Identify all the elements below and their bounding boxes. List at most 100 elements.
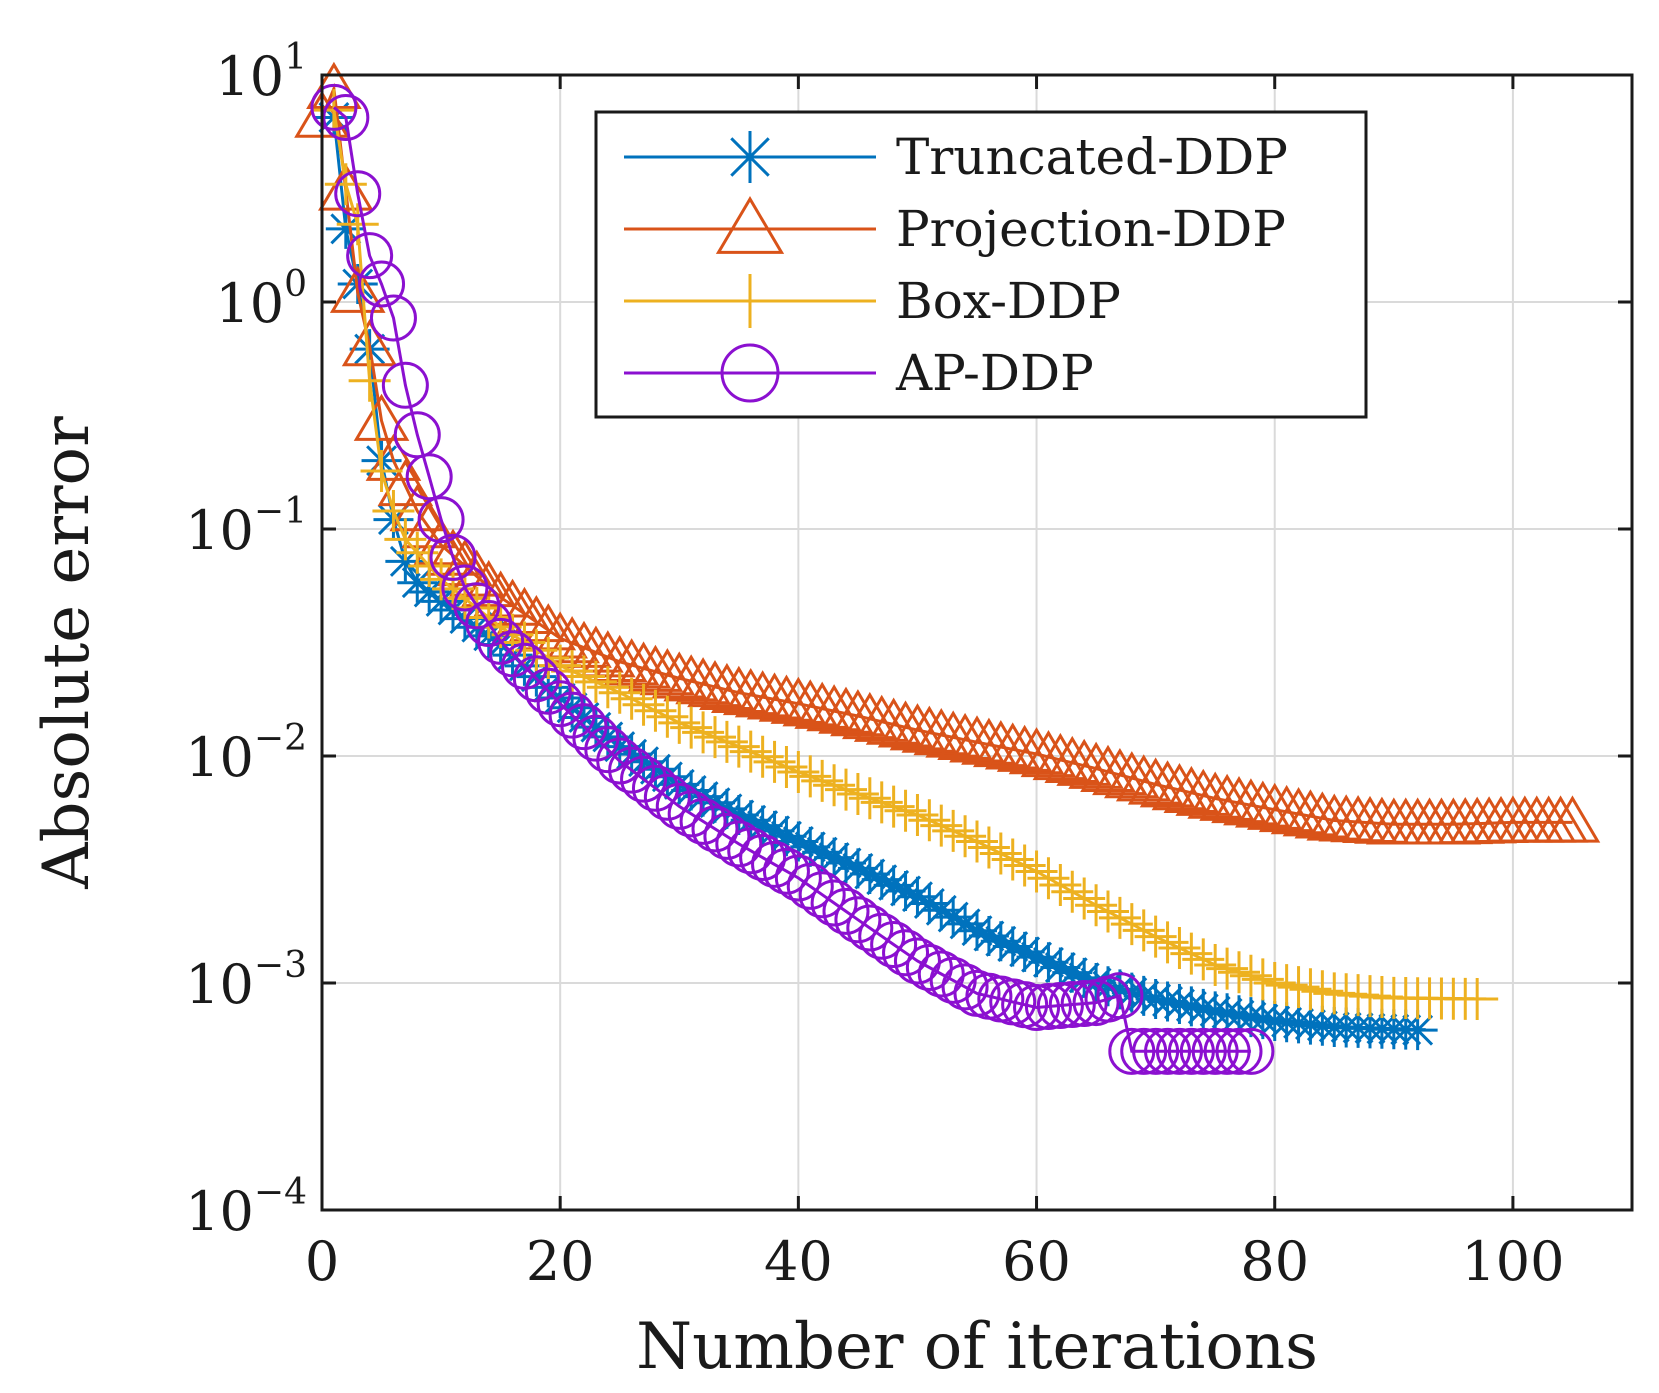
- data-point: [312, 89, 355, 132]
- data-point: [635, 749, 676, 790]
- data-point: [1039, 863, 1082, 906]
- data-point: [941, 963, 989, 1011]
- legend-marker: [723, 274, 777, 328]
- data-point: [1096, 972, 1144, 1020]
- data-point: [834, 896, 882, 944]
- data-point: [703, 812, 751, 860]
- data-point: [762, 847, 810, 895]
- data-point: [503, 621, 546, 664]
- data-point: [753, 740, 796, 783]
- data-point: [774, 854, 822, 902]
- data-point: [1253, 962, 1296, 1004]
- data-point: [905, 943, 953, 991]
- data-point: [1040, 947, 1081, 988]
- data-point: [865, 697, 922, 745]
- data-point: [512, 655, 560, 703]
- data-point: [802, 832, 843, 873]
- data-point: [1456, 978, 1499, 1021]
- data-point: [873, 865, 914, 906]
- data-point: [765, 745, 808, 788]
- data-point: [385, 541, 426, 582]
- data-point: [611, 734, 652, 775]
- plot-frame: [320, 73, 1634, 1212]
- data-point: [1087, 890, 1129, 933]
- data-point: [1064, 957, 1105, 998]
- data-point: [467, 596, 510, 639]
- data-point: [991, 838, 1034, 881]
- data-point: [317, 163, 374, 211]
- data-point: [1151, 763, 1208, 811]
- data-point: [1135, 979, 1176, 1020]
- y-tick-label: 10−3: [185, 945, 307, 1016]
- series-ap-ddp: [310, 83, 1275, 1075]
- legend-label: Box-DDP: [896, 272, 1121, 330]
- data-point: [389, 484, 446, 532]
- data-point: [646, 695, 689, 738]
- y-tick-exponent: 0: [284, 264, 307, 305]
- data-point: [1159, 983, 1200, 1024]
- x-tick-label: 0: [305, 1230, 339, 1293]
- data-point: [381, 361, 429, 409]
- data-point: [908, 799, 951, 842]
- data-point: [651, 651, 708, 699]
- data-point: [825, 768, 867, 811]
- y-tick-base: 10: [215, 272, 284, 335]
- data-point: [655, 782, 703, 830]
- legend-label: Truncated-DDP: [896, 128, 1288, 186]
- data-point: [1122, 909, 1165, 952]
- data-point: [1016, 937, 1057, 978]
- data-point: [826, 842, 866, 883]
- y-tick-label: 10−2: [185, 718, 307, 789]
- data-point: [1015, 850, 1058, 893]
- data-point: [647, 756, 688, 797]
- data-point: [853, 694, 910, 742]
- data-point: [742, 805, 783, 846]
- data-point: [429, 533, 477, 581]
- y-tick-exponent: 1: [284, 37, 307, 78]
- data-point: [1227, 1027, 1275, 1075]
- data-point: [1171, 986, 1212, 1027]
- data-point: [945, 903, 986, 944]
- y-axis-title: Absolute error: [30, 416, 104, 890]
- data-point: [751, 840, 799, 888]
- data-point: [639, 648, 696, 696]
- data-point: [801, 759, 844, 802]
- y-tick-exponent: −1: [254, 491, 307, 532]
- data-point: [778, 821, 819, 862]
- y-tick-base: 10: [185, 1180, 254, 1243]
- data-point: [409, 572, 450, 613]
- legend-entry: AP-DDP: [624, 343, 1094, 403]
- data-point: [1044, 735, 1101, 784]
- y-tick-base: 10: [185, 499, 254, 562]
- data-point: [623, 741, 664, 782]
- data-point: [1063, 877, 1106, 920]
- data-point: [729, 730, 772, 773]
- data-point: [967, 826, 1010, 869]
- data-point: [841, 691, 898, 740]
- data-point: [563, 655, 605, 698]
- data-point: [574, 660, 617, 703]
- data-point: [858, 912, 906, 960]
- data-point: [1036, 982, 1084, 1030]
- data-point: [1195, 991, 1236, 1032]
- data-point: [921, 890, 962, 931]
- data-point: [465, 600, 513, 648]
- data-point: [848, 777, 891, 820]
- data-point: [944, 815, 987, 858]
- data-point: [694, 716, 736, 759]
- data-point: [643, 773, 691, 821]
- data-point: [1207, 993, 1248, 1034]
- data-point: [920, 804, 963, 847]
- data-point: [1110, 903, 1153, 946]
- legend-box: [594, 110, 1368, 419]
- data-point: [917, 950, 965, 998]
- data-point: [1032, 732, 1089, 781]
- y-tick-base: 10: [215, 45, 284, 108]
- data-point: [1179, 1027, 1227, 1075]
- data-point: [322, 93, 370, 141]
- data-point: [599, 726, 640, 767]
- data-point: [730, 800, 771, 841]
- data-point: [682, 711, 725, 754]
- y-tick-label: 10−1: [185, 491, 307, 562]
- data-point: [369, 294, 417, 342]
